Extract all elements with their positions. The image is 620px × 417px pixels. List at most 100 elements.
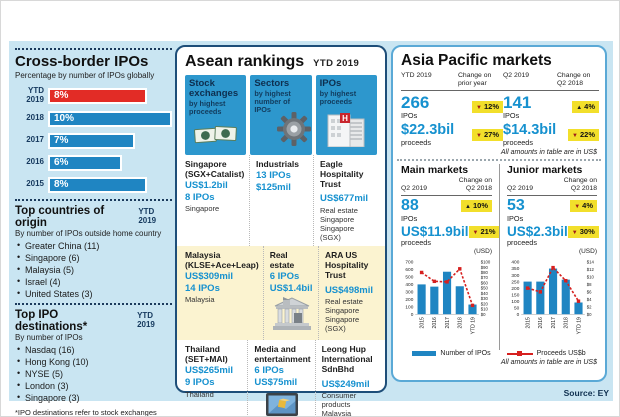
section-period: YTD 2019 — [138, 206, 157, 225]
svg-text:$70: $70 — [481, 276, 489, 281]
section-title: Main markets — [401, 164, 469, 177]
apac-summary-table: YTD 2019 Change on prior year Q2 2019 Ch… — [401, 72, 599, 147]
bar-row: 2017 7% — [15, 132, 172, 149]
svg-text:YTD 19: YTD 19 — [576, 317, 582, 334]
list-item: Hong Kong (10) — [15, 356, 172, 367]
svg-text:100: 100 — [511, 299, 519, 305]
cell-sector: Media and entertainment 6 IPOs US$75mil — [247, 340, 314, 416]
cell-detail: Singapore (SGX) — [324, 315, 360, 334]
svg-text:400: 400 — [405, 282, 413, 288]
cell-title: Media and entertainment — [254, 344, 311, 365]
junior-markets-section: Junior markets Q2 2019 Change on Q2 2018… — [499, 164, 599, 351]
svg-text:$30: $30 — [481, 296, 489, 301]
cell-ipo: ARA US Hospitality Trust US$498mil Real … — [317, 246, 377, 341]
cell-detail: Real estate — [324, 296, 363, 306]
legend-bars: Number of IPOs — [412, 350, 491, 357]
stat-unit: IPOs — [401, 213, 418, 223]
stat-proceeds-q2: $14.3bil proceeds — [503, 120, 557, 147]
svg-text:600: 600 — [405, 267, 413, 273]
bar-category-label: 2018 — [26, 113, 44, 123]
line-swatch — [506, 350, 533, 357]
header-subtitle: by highest proceeds — [189, 98, 226, 117]
cell-exchange: Thailand (SET+MAI) US$265mil 9 IPOs Thai… — [185, 340, 247, 416]
gear-icon — [277, 111, 312, 152]
cell-title: Malaysia (KLSE+Ace+Leap) — [185, 250, 259, 270]
header-title: Sectors — [254, 78, 290, 89]
svg-text:2016: 2016 — [432, 317, 438, 329]
stat-unit: IPOs — [507, 213, 524, 223]
change-header: Change on Q2 2018 — [458, 177, 492, 192]
usd-label: (USD) — [473, 248, 492, 256]
period-header: Q2 2019 — [401, 184, 428, 192]
cell-sector: Real estate 6 IPOs US$1.4bil — [262, 246, 318, 341]
svg-text:$50: $50 — [481, 286, 489, 291]
svg-text:500: 500 — [405, 275, 413, 281]
list-item: Singapore (3) — [15, 392, 172, 403]
stat-unit: proceeds — [507, 238, 538, 248]
list-item: Singapore (6) — [15, 252, 172, 263]
cell-ipo: Leong Hup International SdnBhd US$249mil… — [314, 340, 377, 416]
list-item: Israel (4) — [15, 276, 172, 287]
list-item: London (3) — [15, 380, 172, 391]
stat-unit: proceeds — [503, 138, 534, 148]
footnote: *IPO destinations refer to stock exchang… — [15, 407, 157, 417]
header-subtitle: by highest number of IPOs — [254, 88, 291, 115]
stat-value: 141 — [503, 92, 532, 112]
computer-monitor-icon — [254, 392, 310, 416]
stat-value: 53 — [507, 196, 525, 214]
usd-label: (USD) — [578, 248, 597, 256]
svg-text:$20: $20 — [481, 302, 489, 307]
svg-text:2016: 2016 — [538, 317, 544, 329]
divider — [397, 159, 601, 162]
svg-text:$60: $60 — [481, 281, 489, 286]
hospitality-building-icon: H — [322, 113, 370, 152]
bar: 10% — [48, 110, 172, 127]
cell-detail: Malaysia — [185, 295, 215, 305]
col-header: YTD 2019 — [401, 72, 458, 91]
svg-text:2018: 2018 — [564, 317, 570, 329]
source-credit: Source: EY — [563, 388, 609, 398]
svg-text:$14: $14 — [587, 260, 595, 265]
list-item: United States (3) — [15, 288, 172, 299]
legend-line: Proceeds US$b — [506, 350, 586, 357]
cell-detail: Singapore — [185, 204, 220, 214]
cross-border-panel: Cross-border IPOs Percentage by number o… — [15, 45, 172, 417]
cell-detail: Thailand — [185, 389, 214, 399]
stat-value: $22.3bil — [401, 121, 455, 138]
svg-text:300: 300 — [405, 290, 413, 296]
change-header: Change on Q2 2018 — [563, 177, 597, 192]
header-title: Stock exchanges — [189, 78, 239, 99]
svg-text:150: 150 — [511, 293, 519, 299]
bank-building-icon — [270, 297, 314, 336]
svg-text:250: 250 — [511, 280, 519, 286]
asean-column-headers: Stock exchanges by highest proceeds — [185, 75, 377, 155]
change-badge: ▼ 12% — [472, 101, 503, 114]
svg-text:$8: $8 — [587, 282, 592, 287]
panel-note: All amounts in table are in US$ — [500, 359, 597, 367]
svg-text:300: 300 — [511, 273, 519, 279]
header-stock-exchanges: Stock exchanges by highest proceeds — [185, 75, 247, 155]
stat-ipos-q2: 141 IPOs — [503, 91, 557, 120]
change-badge: ▼ 22% — [568, 128, 599, 141]
svg-text:$4: $4 — [587, 297, 592, 302]
asia-pacific-panel: Asia Pacific markets YTD 2019 Change on … — [391, 45, 607, 382]
svg-text:H: H — [342, 114, 348, 123]
header-sectors: Sectors by highest number of IPOs — [250, 75, 312, 155]
period-header: Q2 2019 — [507, 184, 534, 192]
cell-sector: Industrials 13 IPOs $125mil — [249, 155, 313, 247]
panel-subtitle: Percentage by number of IPOs globally — [15, 71, 155, 80]
list-item: Malaysia (5) — [15, 264, 172, 275]
dollar-bills-icon — [193, 121, 239, 152]
cell-ipos: 13 IPOs — [256, 169, 291, 181]
section-title: Top IPO destinations* — [15, 308, 88, 333]
destination-list: Nasdaq (16) Hong Kong (10) NYSE (5) Lond… — [15, 344, 172, 403]
cell-ipos: 14 IPOs — [185, 283, 220, 295]
bar: 6% — [48, 154, 123, 171]
svg-text:$40: $40 — [481, 291, 489, 296]
list-item: NYSE (5) — [15, 368, 172, 379]
cell-detail: Real estate — [320, 205, 358, 215]
cell-detail: Singapore (SGX) — [320, 223, 355, 243]
cell-detail: Consumer products — [321, 391, 357, 410]
panel-period: YTD 2019 — [313, 58, 360, 69]
bar-row: 2015 8% — [15, 176, 172, 193]
